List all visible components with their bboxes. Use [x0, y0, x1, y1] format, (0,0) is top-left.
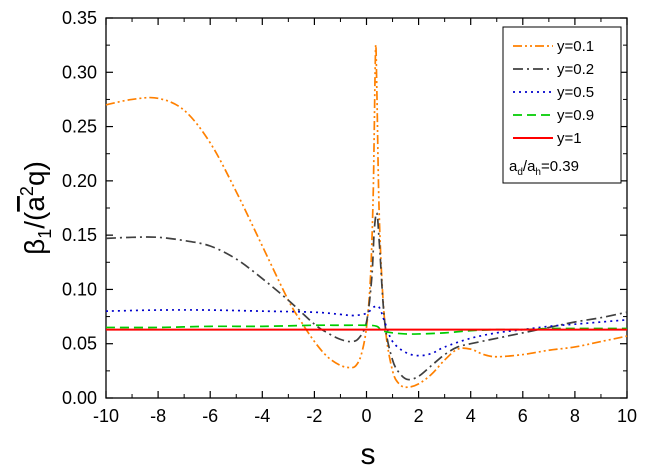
x-tick-label: -2: [306, 406, 322, 426]
x-tick-label: -10: [93, 406, 119, 426]
y-axis-title-mid: /(: [19, 211, 50, 229]
y-tick-label: 0.30: [62, 62, 97, 82]
series-line-1: [105, 43, 628, 389]
series-line-4: [105, 324, 627, 335]
x-tick-label: 0: [361, 406, 371, 426]
y-tick-label: 0.00: [62, 388, 97, 408]
y-axis-title-abar: a: [19, 196, 50, 212]
legend-label: y=0.5: [557, 84, 594, 101]
y-axis-title: β1/(a2q): [17, 161, 55, 255]
legend-label: y=0.2: [557, 61, 594, 78]
annotation-sub1: d: [517, 167, 523, 178]
y-tick-label: 0.05: [62, 334, 97, 354]
series-line-2: [105, 212, 628, 381]
y-axis-title-base: β: [19, 239, 50, 255]
y-tick-label: 0.25: [62, 117, 97, 137]
x-tick-label: -6: [202, 406, 218, 426]
legend-label: y=0.9: [557, 107, 594, 124]
legend-label: y=1: [557, 130, 582, 147]
series-layer: [105, 43, 628, 389]
y-tick-label: 0.20: [62, 171, 97, 191]
legend: y=0.1 y=0.2 y=0.5 y=0.9 y=1 ad/ah=0.39: [502, 26, 622, 184]
annotation-a: a: [509, 158, 518, 175]
y-axis-ticks: 0.00 0.05 0.10 0.15 0.20 0.25 0.30 0.35: [62, 8, 627, 408]
x-tick-label: 10: [617, 406, 637, 426]
y-tick-label: 0.35: [62, 8, 97, 28]
annotation-value: =0.39: [541, 158, 579, 175]
x-axis-ticks: -10 -8 -6 -4 -2 0 2 4 6 8 10: [93, 18, 637, 426]
legend-entries: y=0.1 y=0.2 y=0.5 y=0.9 y=1: [513, 38, 594, 147]
y-axis-title-tail: q): [19, 161, 50, 186]
plot-area: -10 -8 -6 -4 -2 0 2 4 6 8 10 0.000.050.100.150.200…: [62, 8, 637, 426]
y-tick-label: 0.10: [62, 279, 97, 299]
x-axis-title: s: [361, 438, 376, 471]
y-axis-title-sub: 1: [35, 229, 55, 239]
x-tick-label: 6: [518, 406, 528, 426]
x-tick-label: 2: [414, 406, 424, 426]
x-tick-label: -4: [254, 406, 270, 426]
legend-annotation: ad/ah=0.39: [509, 158, 579, 178]
legend-box: [502, 26, 622, 184]
x-tick-label: -8: [150, 406, 166, 426]
y-axis-title-sup: 2: [17, 186, 37, 196]
legend-label: y=0.1: [557, 38, 594, 55]
series-line-3: [105, 305, 628, 357]
y-tick-label: 0.15: [62, 225, 97, 245]
x-tick-label: 4: [466, 406, 476, 426]
annotation-sub2: h: [535, 167, 541, 178]
x-tick-label: 8: [570, 406, 580, 426]
annotation-slash: /a: [523, 158, 536, 175]
